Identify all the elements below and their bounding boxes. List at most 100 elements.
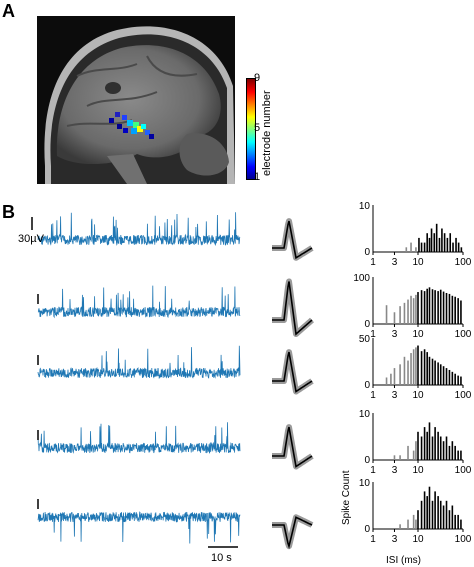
histogram-x-tick-label: 10 [412, 465, 424, 476]
histogram-x-tick-label: 100 [455, 390, 472, 401]
histogram-bar [428, 287, 431, 324]
histogram-bar [428, 356, 431, 385]
histogram-bar [460, 519, 462, 529]
histogram-bar [399, 306, 401, 324]
histogram-bar [449, 233, 452, 252]
histogram-bar [410, 295, 412, 324]
histogram-bar [441, 228, 443, 252]
histogram-bar [393, 368, 396, 385]
waveform-mean-4 [272, 426, 313, 468]
histogram-bar [442, 505, 445, 529]
histogram-x-tick-label: 1 [370, 390, 376, 401]
histogram-bar [448, 293, 451, 324]
electrode-colorbar [246, 78, 256, 180]
histogram-bar [454, 373, 456, 385]
histogram-bar [385, 377, 388, 385]
histogram-bar [420, 436, 423, 460]
histogram-bar [434, 290, 436, 324]
histogram-bar [434, 491, 436, 529]
histogram-x-tick-label: 3 [392, 257, 398, 268]
histogram-x-tick-label: 10 [412, 390, 424, 401]
histogram-bar [426, 496, 428, 529]
histogram-bar [431, 500, 434, 529]
lfp-trace-5 [37, 511, 241, 544]
histogram-bar [431, 436, 434, 460]
histogram-bar [439, 500, 442, 529]
histogram-x-tick-label: 100 [455, 257, 472, 268]
histogram-bar [460, 300, 462, 324]
histogram-bar [428, 422, 431, 460]
histogram-bar [442, 441, 445, 460]
histogram-bar [445, 436, 448, 460]
histogram-bar [445, 500, 448, 529]
histogram-bar [434, 360, 436, 385]
histogram-x-tick-label: 3 [392, 329, 398, 340]
histogram-bar [454, 445, 456, 460]
histogram-bar [423, 242, 426, 252]
histogram-x-tick-label: 10 [412, 534, 424, 545]
waveform-mean-1 [272, 220, 313, 260]
mri-sagittal-image [37, 16, 235, 184]
histogram-bar [399, 524, 401, 529]
lfp-trace-4 [37, 422, 241, 454]
histogram-y-tick-max: 10 [359, 478, 371, 489]
histogram-y-tick-zero: 0 [364, 524, 370, 535]
histogram-bar [399, 455, 401, 460]
lfp-trace-2 [37, 285, 241, 319]
histogram-bar [426, 288, 428, 324]
histogram-bar [457, 514, 459, 529]
histogram-bar [428, 486, 431, 529]
voltage-scale-label: 30µV [18, 233, 45, 245]
histogram-bar [420, 351, 423, 385]
histogram-y-tick-zero: 0 [364, 247, 370, 258]
histogram-bar [403, 302, 406, 324]
histogram-x-tick-label: 100 [455, 329, 472, 340]
histogram-bar [412, 349, 415, 385]
histogram-bar [455, 237, 457, 252]
histogram-y-tick-max: 50 [359, 334, 371, 345]
histogram-x-tick-label: 10 [412, 329, 424, 340]
histogram-bar [448, 369, 451, 385]
histogram-bar [417, 292, 419, 324]
histogram-x-tick-label: 1 [370, 465, 376, 476]
histogram-bar [410, 242, 412, 252]
histogram-y-tick-zero: 0 [364, 319, 370, 330]
histogram-bar [435, 223, 438, 252]
histogram-x-tick-label: 100 [455, 465, 472, 476]
histogram-bar [460, 376, 462, 385]
histogram-bar [454, 296, 456, 324]
histogram-bar [451, 295, 454, 324]
histogram-bar [445, 292, 448, 324]
histogram-bar [426, 352, 428, 385]
histogram-bar [417, 345, 419, 385]
histogram-bar [412, 450, 415, 460]
waveform-mean-3 [272, 351, 313, 393]
lfp-trace-1 [37, 212, 241, 247]
histogram-bar [407, 445, 409, 460]
histogram-y-tick-zero: 0 [364, 380, 370, 391]
lfp-traces [37, 212, 241, 544]
histogram-bar [437, 291, 439, 324]
histogram-x-tick-label: 3 [392, 534, 398, 545]
histogram-bar [442, 366, 445, 385]
histogram-bar [442, 291, 445, 324]
histogram-bar [415, 294, 417, 324]
histogram-bar [399, 364, 401, 385]
histogram-bar [423, 427, 426, 460]
histogram-bar [457, 242, 460, 252]
histogram-x-tick-label: 1 [370, 534, 376, 545]
histogram-bar [454, 514, 456, 529]
histogram-x-tick-label: 10 [412, 257, 424, 268]
histogram-bar [431, 289, 434, 324]
histogram-bar [385, 305, 388, 324]
histogram-bar [407, 360, 409, 385]
histogram-bar [438, 237, 441, 252]
electrode-locations [109, 112, 154, 139]
mri-brain-illustration [37, 16, 235, 184]
colorbar-tick-max: 9 [254, 72, 261, 84]
histogram-bar [403, 356, 406, 385]
histogram-bar [445, 368, 448, 385]
